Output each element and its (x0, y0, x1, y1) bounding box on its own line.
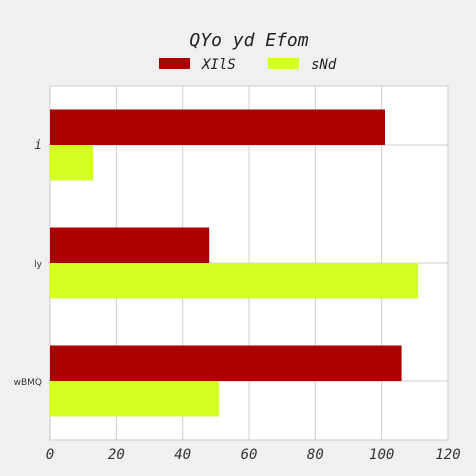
legend-swatch-series-1 (159, 58, 190, 69)
legend-label-series-2: sNd (311, 57, 337, 73)
bar-wBMQ-series-1 (50, 345, 402, 381)
x-tick-label-5: 100 (369, 447, 394, 463)
bars (50, 109, 419, 417)
legend: XIlS sNd (159, 57, 337, 73)
x-tick-label-0: 0 (46, 447, 54, 463)
y-category-label-2: wBMQ (14, 378, 42, 388)
x-tick-label-1: 20 (108, 447, 125, 463)
legend-label-series-1: XIlS (201, 57, 236, 73)
legend-swatch-series-2 (268, 58, 299, 69)
x-axis: 0 20 40 60 80 100 120 (46, 447, 461, 463)
bar-ly-series-2 (50, 263, 419, 299)
y-axis: i ly wBMQ (14, 138, 43, 388)
x-tick-label-6: 120 (435, 447, 460, 463)
x-tick-label-2: 40 (174, 447, 191, 463)
bar-i-series-1 (50, 109, 385, 145)
bar-wBMQ-series-2 (50, 381, 220, 417)
y-category-label-0: i (34, 138, 42, 153)
y-category-label-1: ly (34, 260, 43, 270)
x-tick-label-4: 80 (307, 447, 324, 463)
bar-ly-series-1 (50, 227, 210, 263)
x-tick-label-3: 60 (241, 447, 258, 463)
bar-i-series-2 (50, 145, 94, 181)
chart-title: QYo yd Efom (189, 30, 308, 51)
